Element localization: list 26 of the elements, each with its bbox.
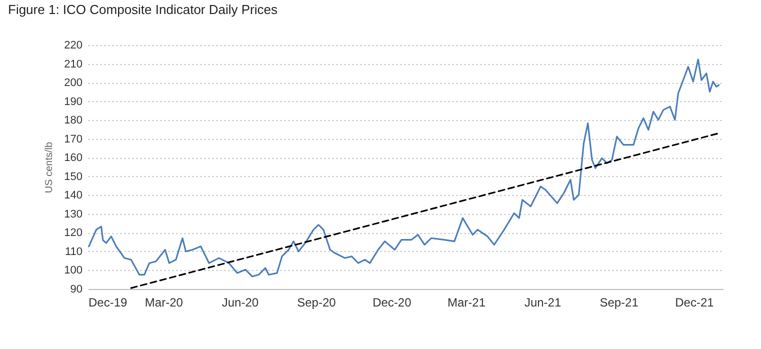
y-tick-label: 90 [70,284,82,296]
y-axis-title: US cents/lb [44,142,56,194]
x-tick-label: Dec-19 [88,296,128,310]
y-tick-label: 100 [64,264,82,277]
y-tick-label: 130 [64,208,82,220]
x-tick-label: Jun-20 [222,296,259,310]
x-tick-label: Sep-21 [600,296,639,310]
x-tick-label: Mar-21 [448,296,486,310]
x-tick-label: Dec-21 [675,296,714,310]
y-tick-label: 160 [64,152,82,164]
line-series [88,58,720,278]
x-tick-label: Dec-20 [372,296,412,310]
y-tick-label: 110 [64,246,82,258]
y-tick-label: 170 [64,133,82,146]
y-tick-label: 210 [64,58,82,70]
y-tick-label: 220 [64,40,82,52]
y-tick-label: 190 [64,96,82,108]
x-tick-label: Jun-21 [524,296,562,310]
y-tick-label: 140 [64,190,82,202]
y-tick-label: 120 [64,227,82,240]
y-tick-label: 150 [64,170,82,183]
x-tick-label: Sep-20 [297,296,336,310]
y-tick-label: 200 [64,77,82,90]
y-tick-label: 180 [64,114,82,127]
x-tick-label: Mar-20 [144,296,184,310]
chart-title: Figure 1: ICO Composite Indicator Daily Prices [8,2,278,17]
